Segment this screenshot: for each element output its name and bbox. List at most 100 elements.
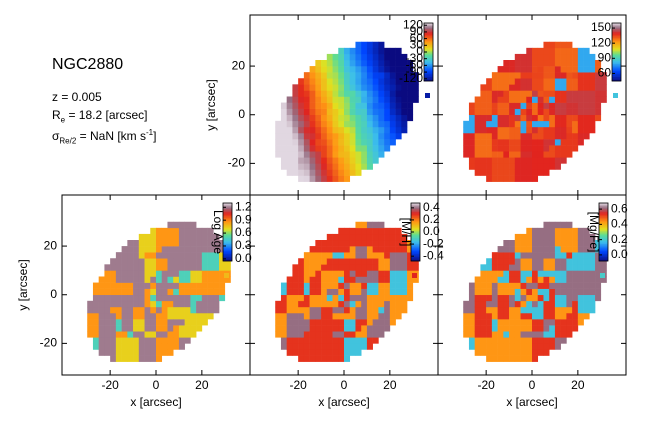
galaxy-pixel [583,270,590,277]
galaxy-pixel [503,325,510,332]
galaxy-pixel [344,53,351,61]
galaxy-pixel [503,132,510,140]
galaxy-pixel [138,233,145,241]
galaxy-pixel [190,300,197,308]
galaxy-pixel [303,355,310,362]
colorbar-segment [612,78,621,80]
galaxy-pixel [321,96,328,103]
galaxy-pixel [572,300,579,308]
galaxy-pixel [161,312,168,320]
galaxy-pixel [560,312,567,320]
galaxy-pixel [549,258,556,265]
galaxy-pixel [412,78,419,85]
galaxy-pixel [572,227,579,235]
galaxy-pixel [480,325,487,332]
galaxy-pixel [395,312,402,320]
colorbar-segment [599,256,608,259]
galaxy-pixel [184,240,191,247]
galaxy-pixel [207,306,214,314]
galaxy-pixel [526,294,533,302]
galaxy-pixel [474,114,481,122]
galaxy-pixel [98,282,105,289]
galaxy-pixel [150,258,157,265]
galaxy-pixel [378,319,385,326]
galaxy-pixel [355,41,362,49]
galaxy-pixel [412,90,419,97]
galaxy-pixel [577,319,584,326]
colorbar-segment [411,239,420,241]
galaxy-pixel [543,169,550,176]
galaxy-pixel [514,233,521,241]
colorbar-segment [612,50,621,53]
galaxy-pixel [543,300,550,308]
galaxy-pixel [583,240,590,247]
galaxy-pixel [173,282,180,289]
galaxy-pixel [173,325,180,332]
galaxy-pixel [338,126,345,134]
subscript: Re/2 [59,136,77,146]
galaxy-pixel [566,227,573,235]
colorbar-segment [599,247,608,250]
galaxy-pixel [161,337,168,344]
galaxy-pixel [309,349,316,356]
galaxy-pixel [378,288,385,296]
galaxy-pixel [543,120,550,128]
galaxy-pixel [389,126,396,134]
galaxy-pixel [361,221,368,229]
galaxy-pixel [338,258,345,265]
colorbar-segment [599,236,608,239]
galaxy-pixel [280,288,287,296]
galaxy-pixel [560,306,567,314]
galaxy-pixel [219,288,226,296]
galaxy-pixel [280,151,287,158]
galaxy-pixel [532,258,539,265]
galaxy-pixel [190,246,197,253]
galaxy-pixel [332,53,339,61]
galaxy-pixel [378,102,385,109]
galaxy-pixel [384,102,391,109]
redshift: z = 0.005 [52,90,102,104]
galaxy-pixel [509,102,516,109]
galaxy-pixel [384,114,391,122]
galaxy-pixel [366,240,373,247]
galaxy-pixel [190,233,197,241]
galaxy-pixel [583,114,590,122]
galaxy-pixel [332,300,339,308]
galaxy-pixel [389,264,396,271]
galaxy-pixel [520,270,527,277]
colorbar-segment [599,208,608,211]
galaxy-pixel [389,102,396,109]
galaxy-pixel [98,325,105,332]
galaxy-pixel [121,343,128,350]
galaxy-pixel [572,96,579,103]
y-axis-label: y [arcsec] [204,79,218,130]
galaxy-pixel [315,145,322,152]
galaxy-pixel [549,108,556,116]
galaxy-pixel [474,120,481,128]
galaxy-pixel [344,157,351,164]
galaxy-pixel [167,288,174,296]
galaxy-pixel [480,96,487,103]
galaxy-pixel [315,306,322,314]
galaxy-pixel [127,325,134,332]
galaxy-pixel [549,120,556,128]
galaxy-pixel [298,331,305,338]
galaxy-pixel [407,96,414,103]
galaxy-pixel [286,288,293,296]
galaxy-pixel [156,331,163,338]
galaxy-pixel [384,276,391,283]
galaxy-pixel [384,227,391,235]
galaxy-pixel [526,47,533,55]
galaxy-pixel [503,246,510,253]
galaxy-pixel [349,233,356,241]
galaxy-pixel [303,331,310,338]
colorbar-segment [223,211,232,214]
galaxy-pixel [401,240,408,247]
galaxy-pixel [532,84,539,91]
galaxy-pixel [150,276,157,283]
galaxy-pixel [338,132,345,140]
galaxy-pixel [275,126,282,134]
galaxy-pixel [98,319,105,326]
galaxy-pixel [110,331,117,338]
galaxy-pixel [150,325,157,332]
